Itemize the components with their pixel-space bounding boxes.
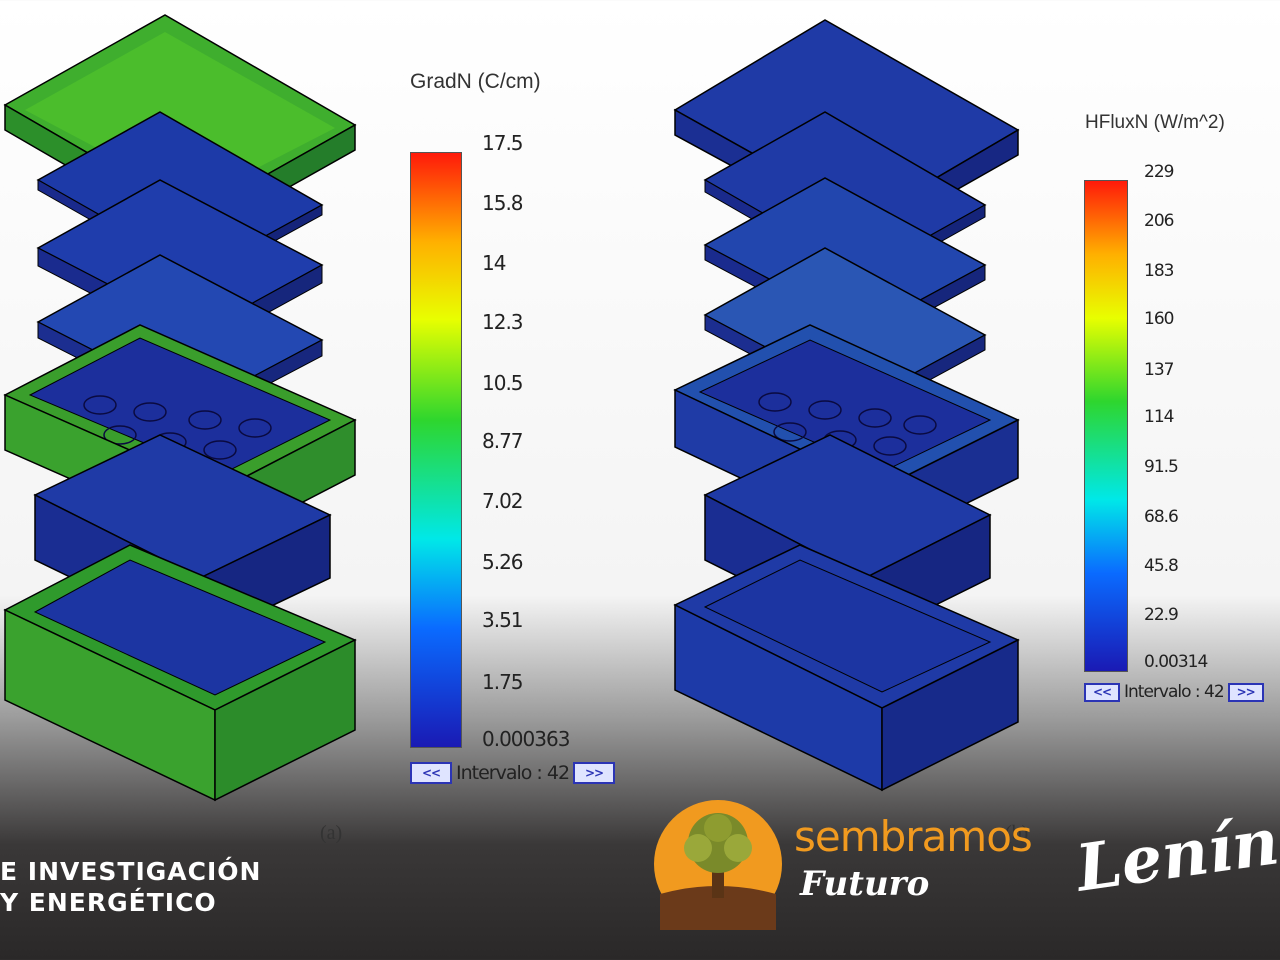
tick-label: 137: [1144, 360, 1174, 380]
tick-label: 12.3: [482, 310, 524, 334]
brand-tagline: Futuro: [800, 864, 930, 904]
brand-name: sembramos: [794, 812, 1033, 861]
tick-label: 1.75: [482, 670, 524, 694]
exploded-assembly-gradn: [3, 14, 357, 802]
previous-interval-button[interactable]: <<: [1084, 682, 1120, 702]
institution-text: E INVESTIGACIÓN Y ENERGÉTICO: [0, 856, 261, 918]
next-interval-button[interactable]: >>: [573, 762, 616, 784]
institution-line-1: E INVESTIGACIÓN: [0, 857, 262, 886]
tick-label: 22.9: [1144, 605, 1179, 625]
tick-label: 206: [1144, 211, 1174, 231]
tick-label: 68.6: [1144, 507, 1179, 527]
color-scale-bar: [1084, 180, 1128, 672]
previous-interval-button[interactable]: <<: [410, 762, 452, 784]
legend-title: GradN (C/cm): [410, 70, 541, 93]
interval-control: << Intervalo : 42 >>: [1080, 682, 1268, 702]
figure-caption: (b): [1005, 822, 1029, 844]
color-scale-bar: [410, 152, 462, 748]
tick-label: 8.77: [482, 429, 524, 453]
figure-caption: (a): [320, 822, 343, 844]
tick-label: 0.000363: [482, 727, 570, 751]
tick-label: 17.5: [482, 131, 524, 155]
tick-label: 114: [1144, 407, 1174, 427]
tree-logo-icon: [654, 800, 782, 930]
tick-label: 10.5: [482, 371, 524, 395]
next-interval-button[interactable]: >>: [1227, 682, 1264, 702]
part-base: [673, 544, 1020, 792]
interval-control: << Intervalo : 42 >>: [406, 762, 619, 784]
tick-label: 15.8: [482, 191, 524, 215]
tick-label: 7.02: [482, 489, 524, 513]
institution-line-2: Y ENERGÉTICO: [0, 888, 217, 917]
tick-label: 14: [482, 251, 506, 275]
panel-a: GradN (C/cm) 17.5 15.8 14 12.3 10.5 8.77…: [3, 14, 619, 844]
panel-b: HFluxN (W/m^2) 229 206 183 160 137 114 9…: [650, 0, 1280, 960]
tick-label: 3.51: [482, 608, 524, 632]
legend-title: HFluxN (W/m^2): [1085, 112, 1225, 133]
tick-label: 91.5: [1144, 457, 1179, 477]
tick-label: 183: [1144, 261, 1174, 281]
tick-label: 229: [1144, 162, 1174, 182]
exploded-assembly-hfluxn: [673, 19, 1020, 792]
interval-label: Intervalo : 42: [1124, 682, 1225, 702]
tick-label: 0.00314: [1144, 652, 1208, 672]
tick-label: 45.8: [1144, 556, 1179, 576]
tick-label: 5.26: [482, 550, 524, 574]
tick-label: 160: [1144, 309, 1174, 329]
interval-label: Intervalo : 42: [456, 762, 570, 784]
part-base: [3, 544, 357, 802]
